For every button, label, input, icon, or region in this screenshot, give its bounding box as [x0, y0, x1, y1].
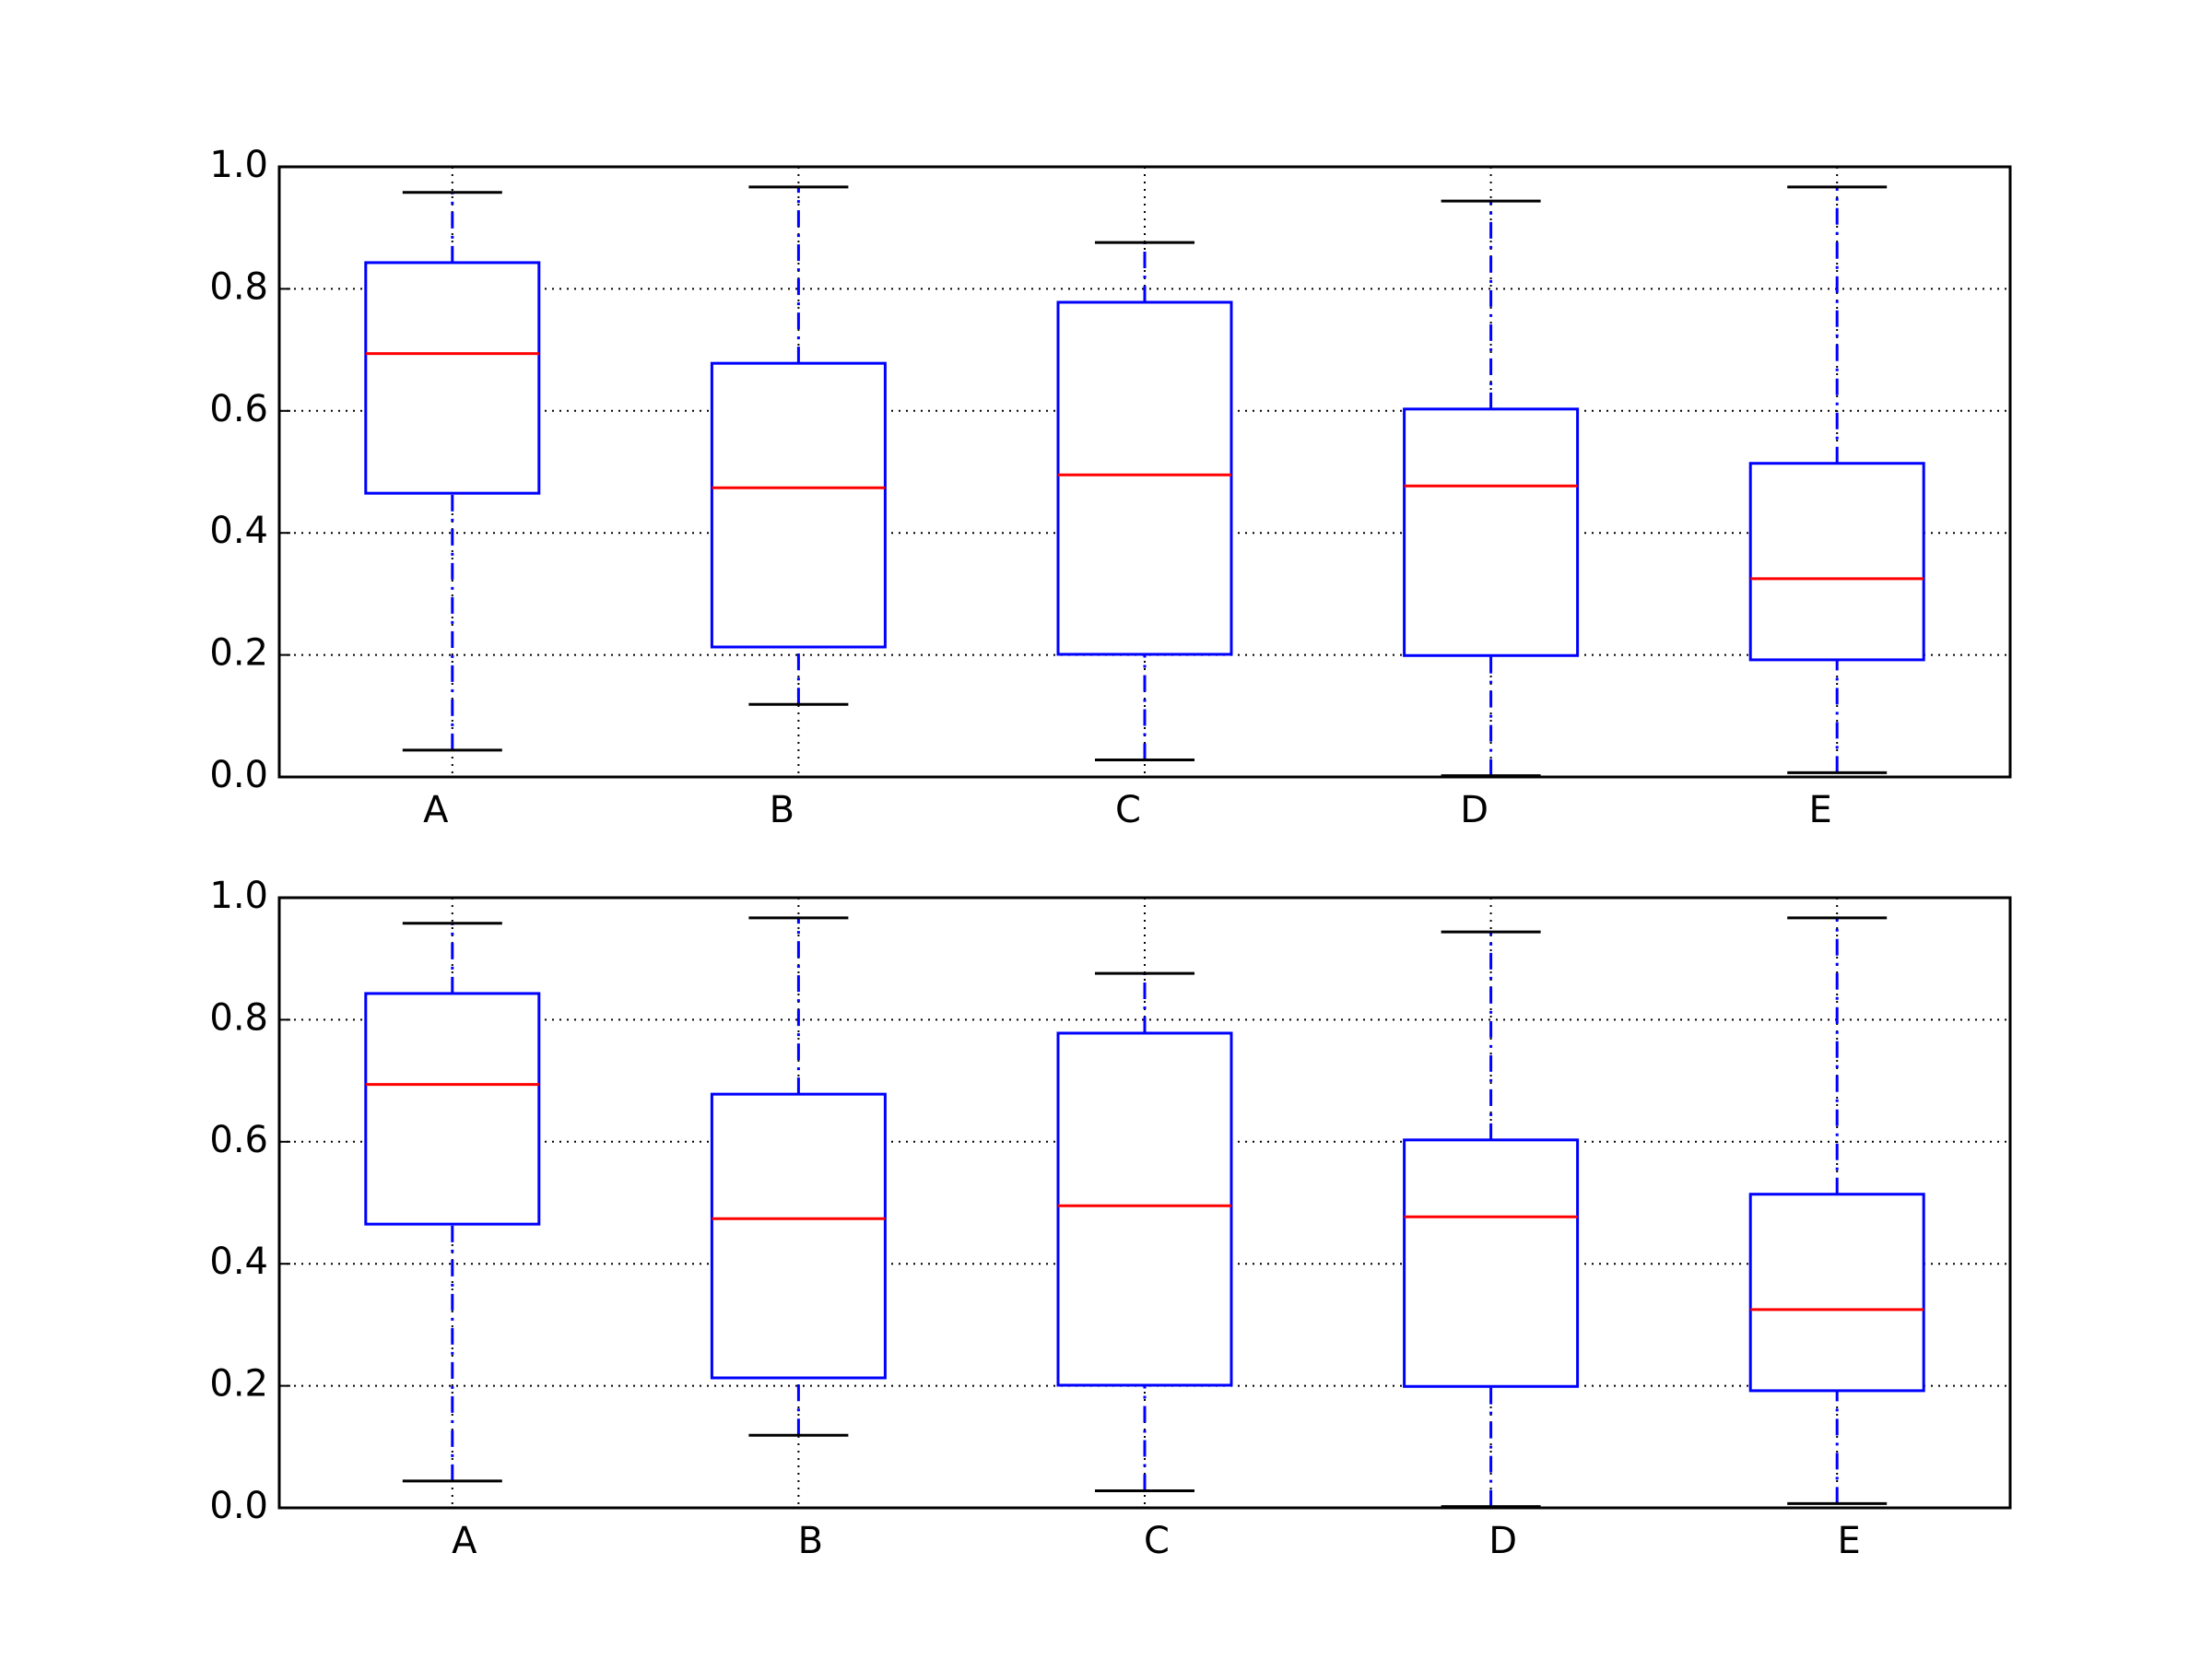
x-tick-label: E	[1838, 1520, 1861, 1562]
box	[1056, 300, 1233, 656]
y-tick-label: 0.0	[209, 754, 268, 796]
plot-frame	[277, 165, 2012, 779]
y-tick-label: 0.2	[209, 632, 268, 675]
x-tick-label: D	[1488, 1520, 1517, 1562]
y-tick-label: 0.2	[209, 1363, 268, 1406]
y-tick-label: 0.4	[209, 1241, 268, 1283]
box	[1056, 1031, 1233, 1387]
y-tick-label: 1.0	[209, 875, 268, 917]
x-tick-label: A	[423, 789, 449, 831]
x-tick-label: B	[770, 789, 794, 831]
y-tick-label: 1.0	[209, 144, 268, 186]
x-tick-label: D	[1460, 789, 1488, 831]
box	[1748, 462, 1925, 662]
y-tick-label: 0.8	[209, 265, 268, 308]
y-tick-label: 0.0	[209, 1485, 268, 1527]
plot-frame	[277, 896, 2012, 1510]
x-tick-label: A	[452, 1520, 477, 1562]
box	[364, 992, 541, 1226]
box	[364, 261, 541, 495]
y-tick-label: 0.6	[209, 388, 268, 430]
y-tick-label: 0.8	[209, 996, 268, 1039]
x-tick-label: E	[1809, 789, 1832, 831]
y-tick-label: 0.4	[209, 510, 268, 552]
x-tick-label: C	[1115, 789, 1141, 831]
y-tick-label: 0.6	[209, 1119, 268, 1161]
box	[1748, 1193, 1925, 1393]
box	[710, 361, 887, 649]
x-tick-label: C	[1144, 1520, 1170, 1562]
box	[1403, 1138, 1580, 1388]
box	[1403, 407, 1580, 657]
box	[710, 1092, 887, 1380]
x-tick-label: B	[798, 1520, 823, 1562]
